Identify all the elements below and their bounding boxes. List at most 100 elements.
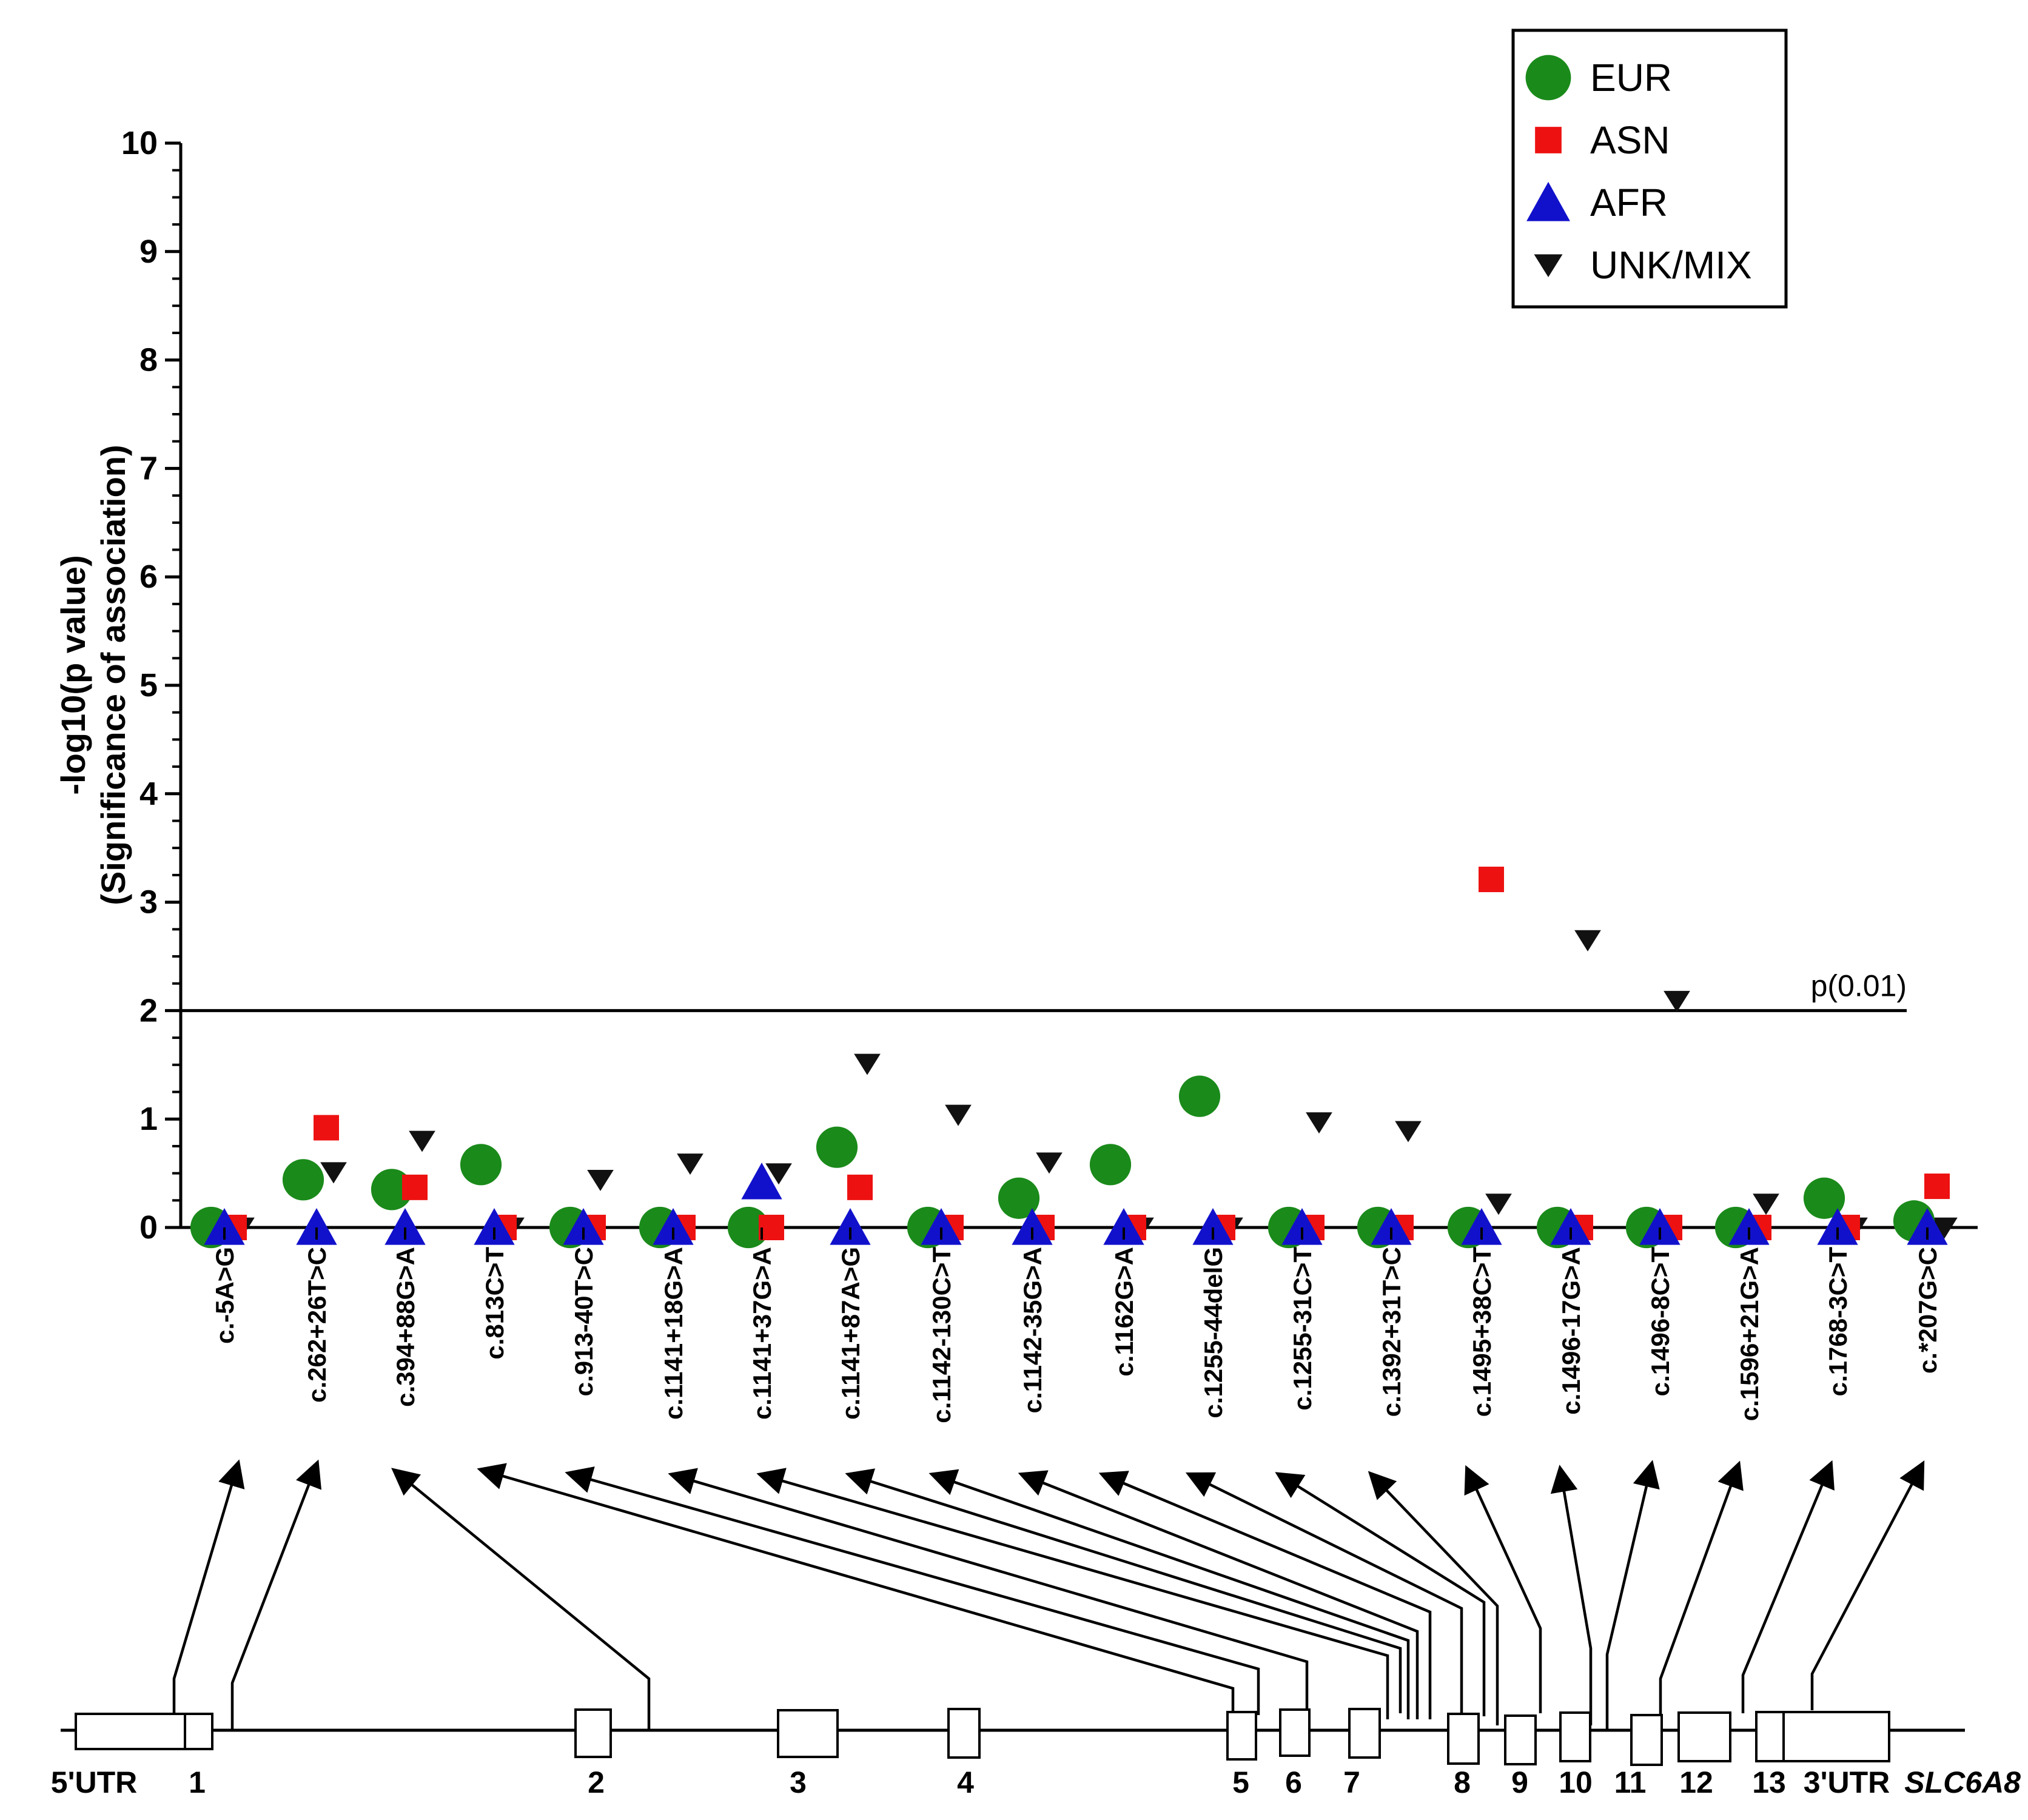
point-afr xyxy=(204,1208,245,1245)
point-unk-mix xyxy=(1036,1152,1063,1174)
gene-feature-label: 1 xyxy=(189,1765,206,1799)
y-tick-label: 4 xyxy=(139,776,158,812)
connector-arrow xyxy=(1659,1460,1744,1719)
point-afr xyxy=(1192,1208,1234,1245)
connector-arrow xyxy=(668,1468,1309,1719)
exon-box xyxy=(1226,1711,1257,1761)
point-eur xyxy=(1803,1177,1845,1219)
point-unk-mix xyxy=(409,1130,435,1152)
x-tick-label: c.1255-44delG xyxy=(1199,1247,1227,1419)
gene-name: SLC6A8 xyxy=(1904,1765,2021,1799)
gene-feature-label: 5 xyxy=(1232,1765,1249,1799)
x-tick-label: c.1162G>A xyxy=(1110,1247,1138,1377)
point-eur xyxy=(998,1177,1040,1219)
exon-box xyxy=(1755,1711,1890,1762)
x-tick-label: c.913-40T>C xyxy=(569,1247,598,1396)
gene-feature-label: 3'UTR xyxy=(1804,1765,1890,1799)
point-afr xyxy=(1817,1208,1858,1245)
point-afr xyxy=(1461,1208,1502,1245)
exon-box xyxy=(1630,1714,1663,1766)
point-afr xyxy=(653,1208,694,1245)
exon-box xyxy=(574,1708,612,1758)
connector-arrow xyxy=(756,1468,1389,1719)
gene-feature-label: 11 xyxy=(1614,1765,1647,1799)
legend-label: ASN xyxy=(1590,118,1670,162)
connector-arrow xyxy=(391,1468,651,1730)
connector-arrow xyxy=(1185,1472,1463,1716)
connector-arrow xyxy=(1098,1471,1432,1719)
point-unk-mix xyxy=(765,1163,792,1185)
gene-feature-label: 12 xyxy=(1679,1765,1713,1799)
exon-box xyxy=(75,1713,213,1750)
exon-box xyxy=(1559,1711,1591,1762)
gene-feature-label: 3 xyxy=(790,1765,807,1799)
point-afr xyxy=(1371,1208,1412,1245)
connector-arrow xyxy=(845,1468,1402,1713)
point-unk-mix xyxy=(1753,1194,1779,1215)
point-asn xyxy=(1479,867,1504,893)
point-unk-mix xyxy=(1306,1112,1332,1134)
point-unk-mix xyxy=(1574,930,1601,952)
x-tick-label: c.394+88G>A xyxy=(391,1247,420,1407)
y-tick-label: 10 xyxy=(121,125,158,161)
point-unk-mix xyxy=(1664,990,1690,1012)
x-tick-label: c.1496-8C>T xyxy=(1646,1247,1674,1397)
connector-arrow xyxy=(477,1463,1235,1715)
point-asn xyxy=(402,1174,428,1200)
threshold-group: p(0.01) xyxy=(182,969,1907,1012)
x-tick-label: c.1392+31T>C xyxy=(1377,1247,1406,1417)
connector-arrow xyxy=(1550,1465,1593,1725)
connector-arrow xyxy=(1368,1471,1499,1725)
point-afr xyxy=(1907,1208,1948,1245)
legend-label: AFR xyxy=(1590,181,1668,224)
point-afr xyxy=(741,1162,782,1200)
x-tick-label: c.1255-31C>T xyxy=(1288,1247,1317,1411)
gene-feature-label: 4 xyxy=(957,1765,974,1799)
x-tick-label: c.1495+38C>T xyxy=(1468,1247,1496,1417)
point-unk-mix xyxy=(1931,1217,1958,1239)
point-afr xyxy=(1012,1208,1053,1245)
x-tick-label: c.1496-17G>A xyxy=(1557,1247,1585,1415)
x-tick-label: c.1141+37G>A xyxy=(748,1247,776,1420)
connector-arrow xyxy=(565,1466,1260,1715)
connector-arrow xyxy=(1464,1465,1542,1713)
x-tick-label: c.1142-35G>A xyxy=(1018,1247,1047,1413)
y-tick-label: 1 xyxy=(139,1101,158,1137)
legend-label: EUR xyxy=(1590,56,1672,99)
y-tick-label: 6 xyxy=(139,559,158,595)
gene-feature-label: 9 xyxy=(1511,1765,1528,1799)
point-afr xyxy=(474,1208,515,1245)
point-asn xyxy=(314,1115,339,1141)
gene-feature-label: 6 xyxy=(1285,1765,1302,1799)
connector-arrow xyxy=(1605,1460,1660,1730)
legend: EUR ASN AFR UNK/MIX xyxy=(1511,29,1788,309)
data-markers xyxy=(190,867,1958,1249)
y-axis-label-line1: -log10(p value) xyxy=(54,555,92,794)
connector-arrow xyxy=(1810,1460,1925,1710)
point-afr xyxy=(384,1208,426,1245)
gene-feature-label: 5'UTR xyxy=(51,1765,137,1799)
connector-arrow xyxy=(928,1469,1410,1719)
point-eur xyxy=(460,1144,502,1186)
point-afr xyxy=(296,1208,337,1245)
point-unk-mix xyxy=(1485,1194,1512,1215)
point-unk-mix xyxy=(1395,1121,1422,1143)
y-tick-label: 9 xyxy=(139,233,158,270)
gene-feature-label: 7 xyxy=(1343,1765,1360,1799)
x-tick-labels: c.-5A>G c.262+26T>C c.394+88G>A c.813C>T c.9… xyxy=(210,1227,1942,1423)
x-tick-label: c.1141+87A>G xyxy=(836,1247,865,1420)
exon-box xyxy=(1677,1711,1731,1762)
point-eur xyxy=(1089,1144,1132,1186)
x-tick-label: c.-5A>G xyxy=(210,1247,239,1344)
connector-arrow xyxy=(1741,1460,1835,1713)
connector-arrow xyxy=(1275,1472,1486,1716)
connector-arrow xyxy=(172,1459,245,1730)
x-tick-label: c.813C>T xyxy=(480,1247,509,1360)
point-afr xyxy=(1639,1208,1680,1245)
gene-feature-label: 13 xyxy=(1752,1765,1786,1799)
point-unk-mix xyxy=(320,1162,347,1184)
point-afr xyxy=(563,1208,604,1245)
point-eur xyxy=(1178,1075,1221,1117)
